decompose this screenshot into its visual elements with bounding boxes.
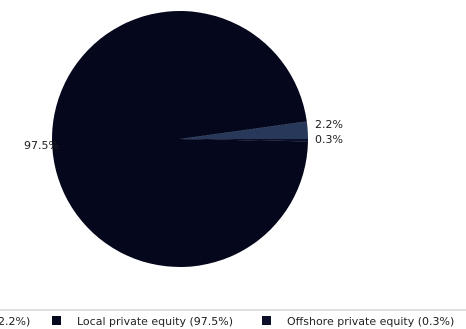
legend-label-2: Offshore private equity (0.3%) (287, 315, 454, 328)
pie-slice-2 (180, 139, 309, 142)
legend-swatch-2 (262, 316, 271, 325)
pie-slices (52, 11, 309, 268)
legend-label-1: 2.2%) (0, 315, 30, 328)
slice-label-2: 0.3% (315, 133, 343, 146)
pie-slice-1 (180, 121, 308, 139)
pie-slice-labels: 97.5% 2.2% 0.3% (24, 118, 343, 152)
pie-slice-0 (52, 11, 308, 268)
legend-swatch-0 (52, 316, 61, 325)
slice-label-0: 97.5% (24, 139, 59, 152)
slice-label-1: 2.2% (315, 118, 343, 131)
legend-label-0: Local private equity (97.5%) (77, 315, 233, 328)
legend: 2.2%) Local private equity (97.5%) Offshor… (0, 309, 466, 329)
legend-frame (0, 309, 466, 329)
